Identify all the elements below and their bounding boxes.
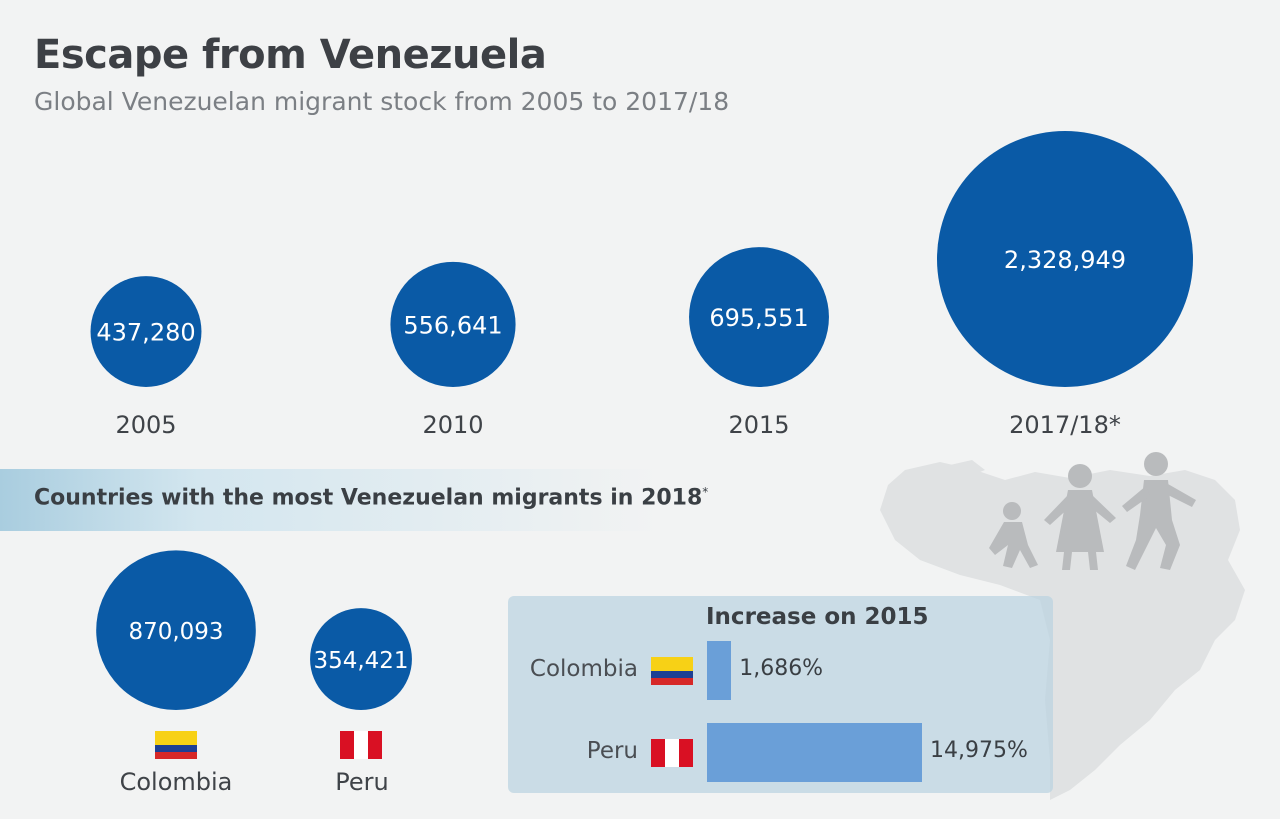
bubble-peru (310, 608, 412, 710)
section-banner (0, 469, 660, 531)
bubble-value-label: 556,641 (403, 311, 502, 339)
increase-panel-title: Increase on 2015 (706, 604, 929, 630)
increase-bar (707, 641, 732, 700)
bubble-2005 (90, 276, 202, 388)
year-label: 2005 (115, 411, 176, 439)
increase-bar (707, 723, 922, 782)
bubble-colombia (96, 550, 256, 710)
increase-value-label: 1,686% (739, 656, 824, 681)
year-label: 2010 (422, 411, 483, 439)
year-label: 2015 (728, 411, 789, 439)
country-label: Peru (335, 768, 389, 796)
bubble-value-label: 695,551 (709, 304, 808, 332)
increase-value-label: 14,975% (930, 738, 1028, 763)
bubble-value-label: 870,093 (128, 619, 223, 645)
bubble-2010 (390, 261, 516, 387)
bubble-2015 (689, 247, 829, 387)
venezuela-map-silhouette-icon (880, 460, 1245, 800)
peru-flag-icon (651, 739, 693, 767)
family-walking-icon (989, 452, 1196, 570)
country-label: Colombia (119, 768, 233, 796)
bubble-value-label: 437,280 (96, 319, 195, 347)
section-heading-text: Countries with the most Venezuelan migra… (34, 485, 703, 511)
colombia-flag-icon (155, 731, 197, 759)
colombia-flag-icon (651, 657, 693, 685)
bubble-201718 (937, 131, 1193, 387)
year-label: 2017/18* (1009, 411, 1121, 439)
section-heading: Countries with the most Venezuelan migra… (34, 485, 708, 510)
chart-subtitle: Global Venezuelan migrant stock from 200… (34, 87, 730, 116)
peru-flag-icon (340, 731, 382, 759)
bubble-value-label: 2,328,949 (1004, 246, 1126, 274)
bubble-value-label: 354,421 (313, 648, 408, 674)
increase-country-label: Peru (586, 738, 638, 764)
chart-title: Escape from Venezuela (34, 32, 547, 78)
footnote-marker: * (702, 485, 709, 499)
increase-country-label: Colombia (529, 656, 638, 682)
